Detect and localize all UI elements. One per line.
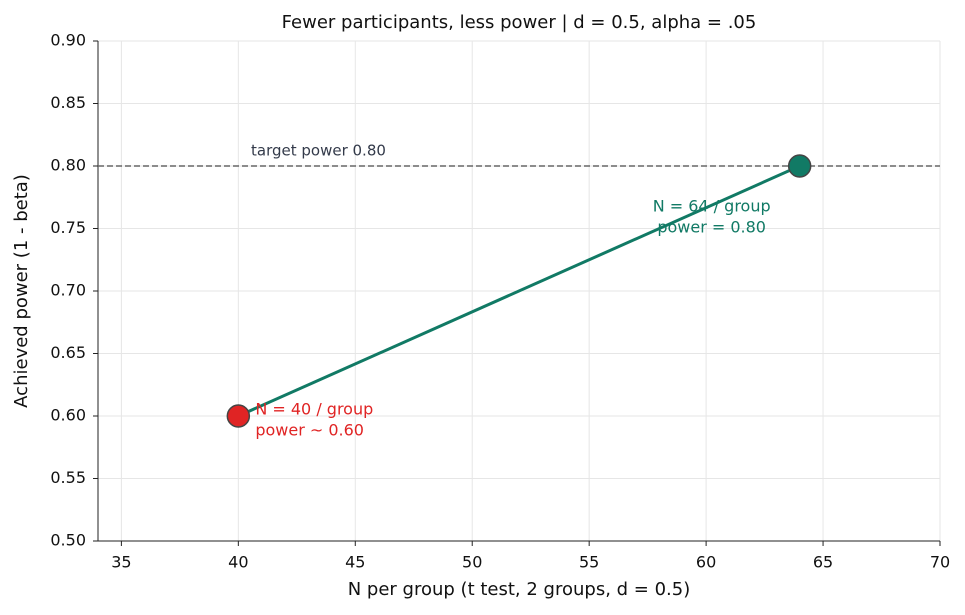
x-tick-label: 45 — [345, 553, 365, 572]
y-tick-label: 0.90 — [50, 31, 86, 50]
x-tick-label: 35 — [111, 553, 131, 572]
y-tick-label: 0.55 — [50, 468, 86, 487]
x-axis-label: N per group (t test, 2 groups, d = 0.5) — [348, 579, 691, 600]
x-tick-label: 50 — [462, 553, 482, 572]
annotation: N = 64 / group — [653, 197, 771, 216]
annotation: N = 40 / group — [255, 400, 373, 419]
data-point — [787, 154, 812, 178]
reference-label: target power 0.80 — [251, 142, 386, 160]
y-axis-label: Achieved power (1 - beta) — [11, 174, 32, 408]
data-point — [226, 404, 251, 428]
y-tick-label: 0.65 — [50, 343, 86, 362]
x-tick-label: 55 — [579, 553, 599, 572]
x-tick-label: 60 — [696, 553, 716, 572]
y-tick-label: 0.80 — [50, 156, 86, 175]
y-tick-label: 0.70 — [50, 281, 86, 300]
data-line — [237, 164, 801, 418]
y-tick-label: 0.75 — [50, 218, 86, 237]
annotation: power ~ 0.60 — [255, 421, 364, 440]
y-tick-label: 0.85 — [50, 93, 86, 112]
annotation: power = 0.80 — [657, 218, 766, 237]
y-tick-label: 0.60 — [50, 406, 86, 425]
chart-title: Fewer participants, less power | d = 0.5… — [282, 12, 757, 33]
x-tick-label: 65 — [813, 553, 833, 572]
x-tick-label: 40 — [228, 553, 248, 572]
x-tick-label: 70 — [930, 553, 950, 572]
y-tick-label: 0.50 — [50, 531, 86, 550]
